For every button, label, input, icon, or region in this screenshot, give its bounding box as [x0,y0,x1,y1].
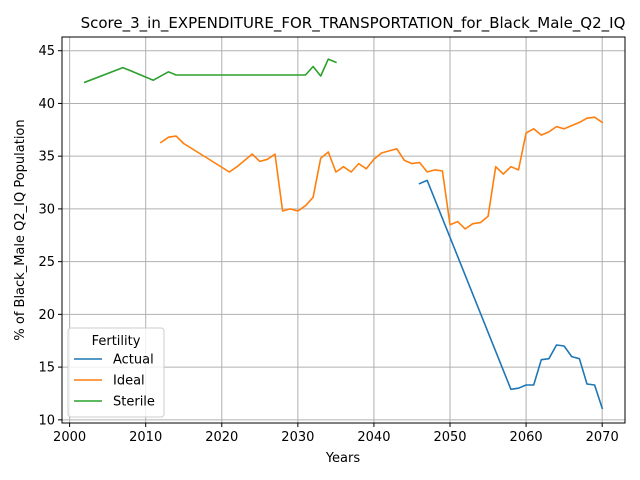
y-tick-label: 40 [38,97,55,112]
legend: Fertility Actual Ideal Sterile [67,327,165,418]
series-line-ideal [159,116,604,230]
series-line-sterile [83,58,337,84]
y-tick-label: 25 [38,255,55,270]
x-axis-label: Years [325,451,361,466]
legend-label-actual: Actual [113,353,154,368]
chart-title: Score_3_in_EXPENDITURE_FOR_TRANSPORTATIO… [81,14,626,33]
y-axis: 10 15 20 25 30 35 40 45 [38,44,62,428]
y-tick-label: 10 [38,413,55,428]
y-tick-label: 20 [38,308,55,323]
y-axis-label: % of Black_Male Q2_IQ Population [13,119,28,340]
plot-frame [61,36,626,424]
x-tick-label: 2010 [129,430,162,445]
x-tick-label: 2050 [433,430,466,445]
x-axis: 2000 2010 2020 2030 2040 2050 2060 2070 [53,423,619,445]
x-tick-label: 2030 [281,430,314,445]
legend-label-sterile: Sterile [113,395,155,410]
x-tick-label: 2060 [510,430,543,445]
legend-label-ideal: Ideal [113,374,145,389]
legend-box [67,327,165,418]
series-layer [83,58,604,410]
y-tick-label: 45 [38,44,55,59]
y-tick-label: 35 [38,150,55,165]
y-tick-label: 15 [38,361,55,376]
x-tick-label: 2070 [586,430,619,445]
grid [62,37,625,423]
legend-title: Fertility [92,334,141,349]
x-tick-label: 2000 [53,430,86,445]
legend-items: Actual Ideal Sterile [74,353,155,410]
x-tick-label: 2040 [357,430,390,445]
series-line-actual [418,179,604,410]
y-tick-label: 30 [38,202,55,217]
x-tick-label: 2020 [205,430,238,445]
